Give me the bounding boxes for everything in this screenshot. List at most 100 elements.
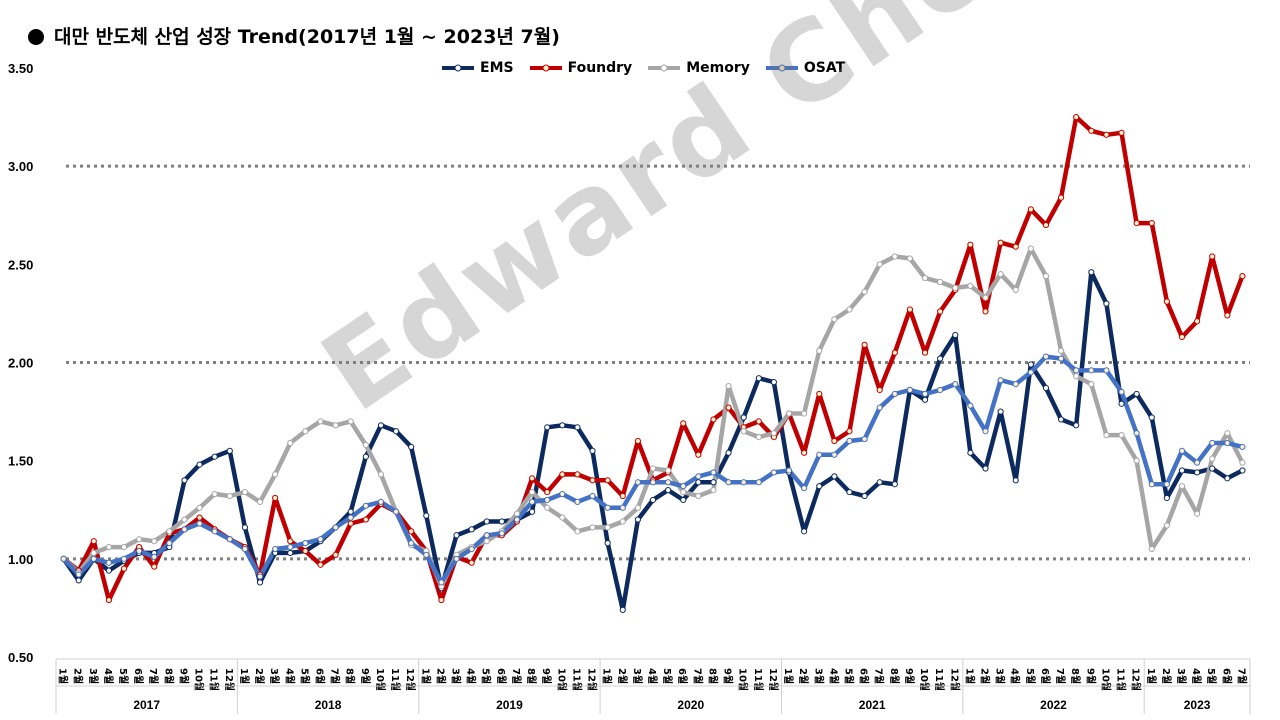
point-memory xyxy=(196,504,203,511)
month-tick-label: 5월 xyxy=(1024,668,1036,684)
month-tick-label: 7월 xyxy=(1054,668,1066,684)
point-ems xyxy=(1027,361,1034,368)
point-foundry xyxy=(906,306,914,313)
series-line-memory xyxy=(61,246,1245,589)
point-foundry xyxy=(574,471,581,478)
month-tick-label: 6월 xyxy=(1039,668,1051,684)
point-foundry xyxy=(317,561,324,568)
point-osat xyxy=(846,437,853,445)
point-foundry xyxy=(287,538,294,545)
point-memory xyxy=(604,524,611,531)
month-tick-label: 12월 xyxy=(404,668,416,691)
point-ems xyxy=(725,449,732,456)
point-foundry xyxy=(982,308,989,315)
legend-swatch-ems xyxy=(442,64,474,72)
month-tick-label: 3월 xyxy=(631,668,643,684)
y-tick-label: 1.00 xyxy=(8,552,33,567)
month-tick-label: 7월 xyxy=(691,668,703,684)
point-osat xyxy=(120,555,128,562)
point-memory xyxy=(801,410,808,417)
point-osat xyxy=(1042,353,1050,360)
legend-label: Memory xyxy=(686,60,750,76)
point-foundry xyxy=(831,437,838,445)
point-ems xyxy=(710,479,717,486)
month-tick-label: 10월 xyxy=(918,668,930,691)
chart-title: 대만 반도체 산업 성장 Trend(2017년 1월 ~ 2023년 7월) xyxy=(28,22,560,49)
point-osat xyxy=(287,543,294,551)
year-label: 2020 xyxy=(677,698,704,712)
point-foundry xyxy=(1103,131,1110,138)
point-memory xyxy=(1088,380,1095,388)
point-osat xyxy=(1163,481,1170,488)
point-ems xyxy=(392,428,400,435)
point-osat xyxy=(362,502,369,509)
point-ems xyxy=(831,473,838,480)
month-tick-label: 10월 xyxy=(1099,668,1111,691)
point-osat xyxy=(528,498,536,505)
point-ems xyxy=(226,447,233,454)
month-tick-label: 3월 xyxy=(812,668,824,684)
point-memory xyxy=(1133,457,1140,464)
point-foundry xyxy=(438,596,445,604)
point-foundry xyxy=(755,418,762,425)
point-foundry xyxy=(559,471,566,478)
point-ems xyxy=(347,508,354,515)
point-memory xyxy=(1042,273,1050,280)
point-foundry xyxy=(680,420,687,427)
month-tick-label: 4월 xyxy=(465,668,477,684)
point-foundry xyxy=(725,404,732,411)
month-tick-label: 12월 xyxy=(767,668,779,691)
point-memory xyxy=(725,382,732,390)
point-ems xyxy=(75,577,82,584)
point-foundry xyxy=(1027,206,1034,213)
month-tick-label: 4월 xyxy=(102,668,114,684)
point-ems xyxy=(755,375,762,382)
point-memory xyxy=(256,498,264,505)
point-osat xyxy=(1224,439,1231,447)
point-ems xyxy=(1224,475,1231,482)
point-osat xyxy=(1239,443,1246,451)
point-foundry xyxy=(1073,113,1080,121)
point-foundry xyxy=(1194,318,1201,325)
legend-item-ems: EMS xyxy=(440,60,514,76)
point-ems xyxy=(211,453,218,460)
point-ems xyxy=(1133,390,1140,398)
series-line-ems xyxy=(61,269,1245,613)
point-memory xyxy=(226,492,233,500)
month-tick-label: 3월 xyxy=(87,668,99,684)
month-tick-label: 6월 xyxy=(132,668,144,684)
legend-swatch-osat xyxy=(765,64,798,72)
point-memory xyxy=(740,428,747,435)
month-tick-label: 8월 xyxy=(344,668,356,684)
month-tick-label: 5월 xyxy=(298,668,310,684)
month-tick-label: 1월 xyxy=(963,668,975,684)
point-ems xyxy=(1163,494,1170,502)
point-osat xyxy=(634,479,641,486)
point-memory xyxy=(619,518,626,525)
point-foundry xyxy=(528,475,536,482)
point-foundry xyxy=(1012,243,1019,250)
point-ems xyxy=(1118,400,1125,407)
point-foundry xyxy=(1178,333,1186,341)
year-label: 2022 xyxy=(1040,698,1067,712)
point-memory xyxy=(634,504,641,511)
month-tick-label: 6월 xyxy=(313,668,325,684)
month-tick-label: 5월 xyxy=(1205,668,1217,684)
point-osat xyxy=(392,508,400,515)
point-foundry xyxy=(90,538,97,545)
point-foundry xyxy=(302,547,309,555)
point-ems xyxy=(634,516,641,523)
point-ems xyxy=(680,496,687,504)
point-memory xyxy=(377,471,385,478)
point-memory xyxy=(1239,459,1246,466)
month-tick-label: 2월 xyxy=(434,668,446,684)
point-ems xyxy=(740,414,747,421)
point-osat xyxy=(347,514,354,521)
month-tick-label: 3월 xyxy=(268,668,280,684)
point-memory xyxy=(1178,483,1186,490)
point-ems xyxy=(846,488,853,496)
point-memory xyxy=(876,261,883,268)
point-osat xyxy=(468,545,475,553)
point-osat xyxy=(256,573,264,580)
